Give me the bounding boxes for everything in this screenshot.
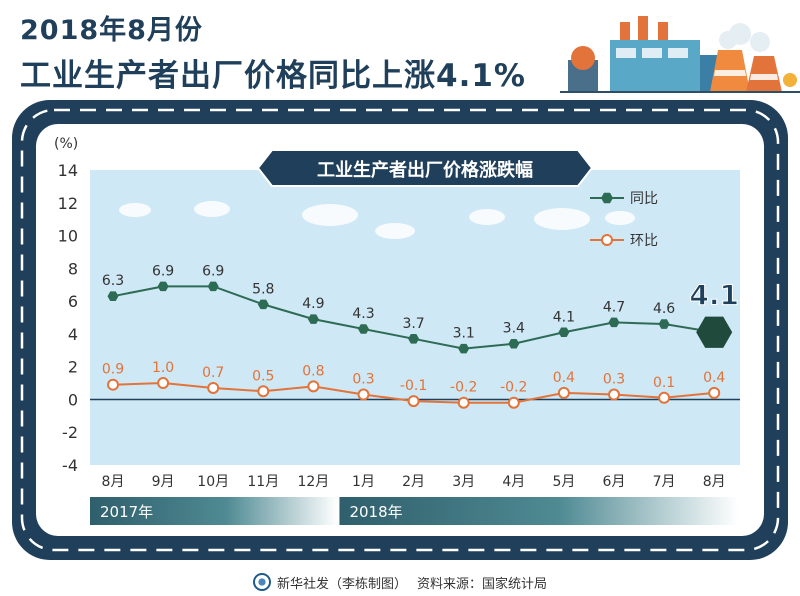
y-tick-label: 8 [68, 259, 78, 278]
yoy-data-label: 3.4 [503, 321, 525, 337]
x-tick-label: 8月 [703, 474, 726, 490]
x-tick-label: 10月 [197, 474, 229, 490]
y-tick-label: 12 [58, 194, 78, 213]
yoy-data-point [257, 299, 269, 310]
mom-data-point [457, 396, 470, 409]
year-label: 2018年 [349, 503, 402, 521]
x-tick-label: 6月 [603, 474, 626, 490]
mom-data-point [507, 396, 520, 409]
yoy-data-point [558, 327, 570, 338]
y-tick-label: -4 [62, 456, 78, 475]
headline-line-2: 工业生产者出厂价格同比上涨4.1% [20, 58, 526, 94]
y-tick-label: 6 [68, 292, 78, 311]
year-band [90, 497, 338, 525]
mom-data-label: 0.3 [352, 372, 374, 388]
xinhua-logo-icon [252, 573, 271, 591]
y-tick-label: 0 [68, 390, 78, 409]
yoy-data-label: 4.9 [302, 296, 324, 312]
legend-yoy-marker [601, 192, 613, 204]
cloud-decorations [119, 201, 635, 239]
yoy-data-point [107, 291, 119, 301]
mom-data-label: -0.1 [400, 378, 427, 394]
mom-data-point [107, 378, 119, 391]
yoy-data-point [358, 324, 369, 334]
mom-data-label: 0.9 [102, 362, 124, 378]
footer-agency: 新华社发（李栋制图） [276, 576, 407, 592]
yoy-data-point [508, 338, 520, 349]
y-tick-label: -2 [62, 423, 78, 442]
mom-data-point [357, 388, 370, 401]
headline-line-1: 2018年8月份 [20, 15, 203, 46]
year-label: 2017年 [100, 503, 153, 521]
year-band [339, 497, 739, 525]
mom-data-point [207, 381, 220, 394]
mom-data-label: 0.7 [202, 365, 224, 381]
mom-data-point [608, 388, 620, 401]
x-tick-label: 12月 [297, 474, 329, 490]
y-tick-label: 10 [58, 227, 78, 246]
yoy-data-label: 6.9 [202, 263, 224, 279]
y-tick-label: 4 [68, 325, 78, 344]
mom-data-label: 0.4 [703, 370, 725, 386]
mom-data-label: 1.0 [152, 360, 174, 376]
yoy-highlight-marker [696, 316, 733, 348]
chart-legend: 同比 环比 [590, 191, 658, 249]
mom-data-point [708, 386, 721, 399]
mom-data-label: -0.2 [500, 380, 527, 396]
mom-data-point [157, 377, 170, 390]
legend-mom-marker [601, 234, 613, 246]
chart-title: 工业生产者出厂价格涨跌幅 [317, 159, 533, 181]
yoy-data-label: 4.1 [553, 309, 575, 325]
yoy-highlight-label: 4.1 [689, 278, 739, 311]
factory-illustration [560, 16, 800, 93]
yoy-data-label: 6.3 [102, 273, 124, 289]
x-tick-label: 3月 [452, 474, 475, 490]
y-tick-label: 14 [58, 161, 78, 180]
x-tick-label: 2月 [402, 474, 425, 490]
yoy-data-label: 4.6 [653, 301, 675, 317]
yoy-data-label: 4.3 [352, 306, 374, 322]
yoy-data-point [658, 319, 670, 329]
x-tick-label: 5月 [552, 474, 575, 490]
line-chart: 工业生产者出厂价格涨跌幅 (%) 同比 环比 14 12 10 8 6 4 2 0 -2 -4 8月… [54, 136, 740, 525]
yoy-data-point [157, 281, 169, 292]
mom-data-label: -0.2 [450, 380, 477, 396]
mom-data-label: 0.4 [553, 370, 575, 386]
x-tick-label: 4月 [502, 474, 525, 490]
mom-data-point [257, 385, 270, 398]
y-tick-label: 2 [68, 358, 78, 377]
legend-yoy-label: 同比 [630, 191, 658, 207]
x-tick-label: 7月 [653, 474, 676, 490]
x-tick-label: 9月 [152, 474, 175, 490]
yoy-data-point [608, 317, 620, 328]
yoy-data-label: 5.8 [252, 281, 274, 297]
x-tick-label: 11月 [247, 474, 279, 490]
mom-data-label: 0.5 [252, 368, 274, 384]
mom-data-label: 0.8 [302, 363, 324, 379]
mom-data-point [407, 395, 420, 408]
footer: 新华社发（李栋制图） 资料来源：国家统计局 [0, 568, 800, 596]
mom-data-point [557, 386, 570, 399]
yoy-data-point [207, 281, 219, 292]
mom-data-label: 0.3 [603, 372, 625, 388]
chart-title-banner [256, 149, 594, 187]
mom-data-point [658, 391, 671, 404]
y-axis-unit: (%) [54, 136, 78, 152]
legend-mom-label: 环比 [630, 233, 658, 249]
yoy-data-point [307, 314, 319, 324]
yoy-data-point [408, 334, 420, 344]
yoy-data-label: 6.9 [152, 263, 174, 279]
x-tick-label: 1月 [352, 474, 375, 490]
mom-data-point [307, 380, 320, 393]
mom-data-label: 0.1 [653, 375, 675, 391]
x-tick-label: 8月 [102, 474, 125, 490]
footer-source: 资料来源：国家统计局 [417, 576, 548, 592]
yoy-data-point [458, 343, 470, 354]
yoy-data-label: 3.1 [453, 326, 475, 342]
yoy-data-label: 3.7 [402, 316, 424, 332]
yoy-data-label: 4.7 [603, 299, 625, 315]
